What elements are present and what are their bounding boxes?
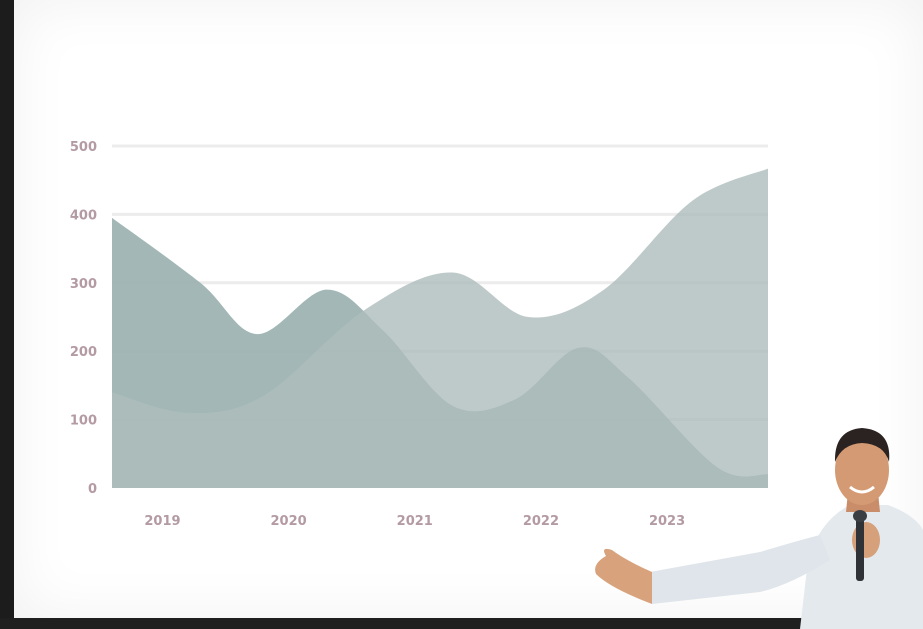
screen-frame-left xyxy=(0,0,14,629)
presenter-hand xyxy=(595,548,652,604)
chart-areas xyxy=(112,168,768,488)
area-series-2 xyxy=(112,168,768,488)
microphone xyxy=(856,515,864,581)
x-tick-label: 2023 xyxy=(649,514,685,529)
x-axis-ticks: 2019 2020 2021 2022 2023 xyxy=(144,514,685,529)
y-axis-ticks: 0 100 200 300 400 500 xyxy=(70,140,97,497)
presenter-arm xyxy=(650,535,830,604)
x-tick-label: 2022 xyxy=(523,514,559,529)
y-tick-label: 100 xyxy=(70,414,97,429)
presenter-smile xyxy=(849,485,875,494)
y-tick-label: 500 xyxy=(70,140,97,155)
y-tick-label: 400 xyxy=(70,208,97,223)
x-tick-label: 2021 xyxy=(397,514,433,529)
y-tick-label: 0 xyxy=(88,482,97,497)
microphone-head xyxy=(853,510,867,522)
presenter-hair xyxy=(834,428,890,462)
y-tick-label: 200 xyxy=(70,345,97,360)
x-tick-label: 2020 xyxy=(271,514,307,529)
y-tick-label: 300 xyxy=(70,277,97,292)
x-tick-label: 2019 xyxy=(144,514,180,529)
screen-frame-bottom xyxy=(0,618,923,629)
presenter-head xyxy=(835,435,889,505)
